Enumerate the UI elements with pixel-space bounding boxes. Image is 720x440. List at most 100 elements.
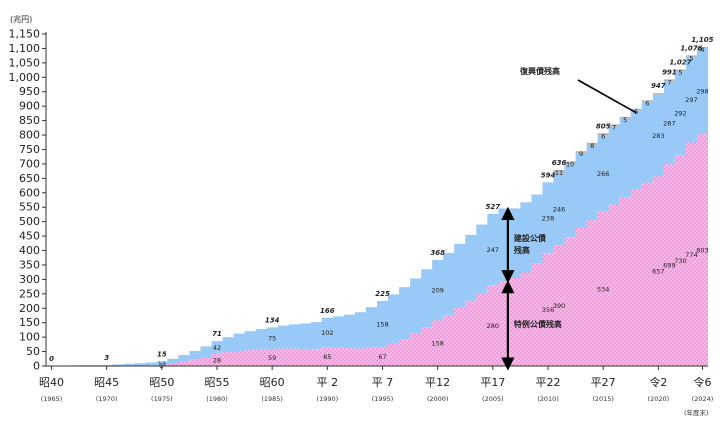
y-tick-label: 800 [19, 129, 40, 142]
value-label: 5 [689, 54, 693, 62]
total-label: 368 [430, 249, 445, 257]
value-label: 283 [652, 132, 664, 140]
x-tick-label: 平17 [480, 376, 505, 389]
y-tick-label: 1,150 [9, 28, 41, 41]
total-label: 1,027 [669, 59, 691, 67]
value-label: 158 [376, 320, 388, 328]
x-axis: 昭40 (1965) 昭45 (1970) 昭50 (1975) 昭55 (1980) 昭60 (… [39, 365, 714, 403]
x-tick-year: (2005) [482, 395, 504, 403]
value-label: 7 [667, 78, 671, 86]
total-label: 134 [265, 316, 280, 324]
x-tick-label: 昭40 [39, 376, 64, 389]
special-bonds-label: 特例公債残高 [514, 319, 562, 329]
value-label: 59 [268, 354, 276, 362]
x-tick-year: (2024) [692, 395, 714, 403]
value-label: 297 [685, 96, 697, 104]
total-label: 805 [596, 122, 611, 130]
area-special-bonds [46, 134, 708, 366]
total-label: 225 [375, 290, 390, 298]
x-tick-year: (2010) [537, 395, 559, 403]
x-tick-label: 昭45 [94, 376, 119, 389]
total-label: 947 [651, 82, 666, 90]
value-label: 28 [213, 356, 221, 364]
value-label: 534 [597, 285, 609, 293]
value-label: 238 [542, 214, 554, 222]
construction-bonds-label: 残高 [514, 245, 530, 255]
value-label: 356 [542, 306, 554, 314]
y-tick-label: 100 [19, 331, 40, 344]
y-tick-label: 300 [19, 273, 40, 286]
total-label: 991 [662, 68, 677, 76]
total-label: 3 [104, 354, 109, 362]
value-label: 699 [663, 262, 675, 270]
x-tick-year: (1990) [317, 395, 339, 403]
total-label: 527 [486, 203, 501, 211]
y-tick-label: 950 [19, 85, 40, 98]
y-tick-label: 400 [19, 244, 40, 257]
total-label: 1,105 [691, 36, 713, 44]
y-tick-label: 600 [19, 186, 40, 199]
x-tick-label: 平27 [591, 376, 616, 389]
value-label: 2 [160, 362, 164, 370]
x-tick-label: 平22 [536, 376, 561, 389]
value-label: 10 [566, 160, 574, 168]
total-label: 166 [320, 307, 335, 315]
y-tick-label: 250 [19, 287, 40, 300]
y-tick-label: 850 [19, 114, 40, 127]
value-label: 292 [674, 110, 686, 118]
y-tick-label: 650 [19, 172, 40, 185]
value-label: 6 [645, 99, 649, 107]
value-label: 67 [378, 353, 386, 361]
total-label: 0 [49, 355, 54, 363]
y-tick-label: 1,000 [9, 71, 41, 84]
value-label: 75 [268, 335, 276, 343]
total-label: 15 [157, 351, 167, 359]
x-tick-year: (1970) [96, 395, 118, 403]
x-tick-year: (2015) [592, 395, 614, 403]
y-tick-label: 900 [19, 100, 40, 113]
y-tick-label: 200 [19, 302, 40, 315]
x-tick-year: (1995) [372, 395, 394, 403]
data-labels: 213 2842597565102671581582092802473562383… [49, 36, 714, 370]
y-tick-label: 0 [33, 360, 40, 373]
x-tick-label: 昭60 [260, 376, 285, 389]
value-label: 390 [553, 302, 565, 310]
value-label: 42 [213, 344, 221, 352]
total-label: 594 [541, 171, 556, 179]
y-tick-label: 150 [19, 316, 40, 329]
reconstruction-leader-line [577, 79, 637, 114]
fiscal-year-end-label: (年度末) [684, 408, 709, 417]
x-tick-label: 平12 [425, 376, 450, 389]
value-label: 6 [601, 132, 605, 140]
x-tick-label: 平 7 [372, 376, 394, 389]
y-tick-label: 750 [19, 143, 40, 156]
reconstruction-bonds-label: 復興債残高 [519, 66, 560, 76]
value-label: 11 [555, 169, 563, 177]
value-label: 287 [663, 119, 675, 127]
x-tick-year: (1975) [151, 395, 173, 403]
value-label: 209 [431, 287, 443, 295]
value-label: 298 [696, 88, 708, 96]
x-tick-label: 令2 [649, 375, 667, 389]
y-tick-label: 550 [19, 201, 40, 214]
value-label: 8 [590, 142, 594, 150]
total-label: 636 [552, 159, 567, 167]
x-tick-year: (2000) [427, 395, 449, 403]
x-tick-label: 平 2 [317, 376, 339, 389]
value-label: 5 [623, 116, 627, 124]
y-unit-label: (兆円) [10, 14, 32, 24]
y-tick-label: 450 [19, 230, 40, 243]
construction-bonds-label: 建設公債 [513, 233, 546, 243]
value-label: 774 [685, 251, 697, 259]
x-tick-label: 令6 [693, 375, 711, 389]
y-tick-label: 500 [19, 215, 40, 228]
value-label: 65 [323, 353, 331, 361]
value-label: 5 [678, 69, 682, 77]
value-label: 4 [700, 46, 704, 54]
value-label: 9 [579, 150, 583, 158]
value-label: 158 [431, 340, 443, 348]
value-label: 280 [487, 322, 499, 330]
area-layers [46, 46, 708, 366]
